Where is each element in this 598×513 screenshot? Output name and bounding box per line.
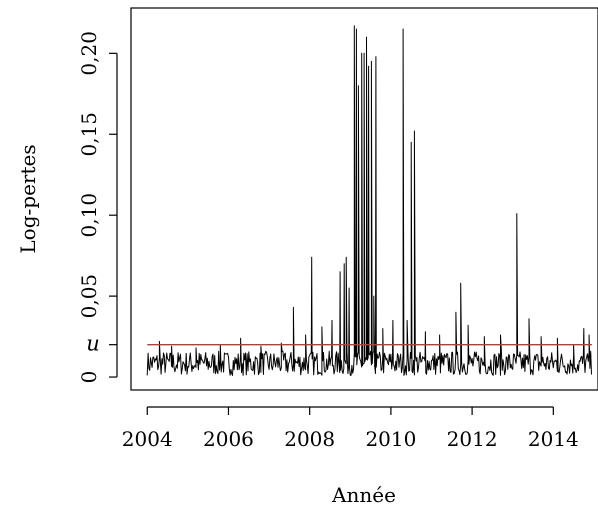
x-tick-label: 2010 xyxy=(365,427,416,451)
y-tick-label: 0,20 xyxy=(77,31,101,76)
x-tick-label: 2014 xyxy=(528,427,579,451)
x-tick-label: 2012 xyxy=(447,427,498,451)
y-tick-label: 0,05 xyxy=(77,274,101,319)
y-axis-title: Log-pertes xyxy=(16,144,40,253)
x-tick-label: 2008 xyxy=(284,427,335,451)
x-axis-title: Année xyxy=(331,483,396,507)
series-layer xyxy=(146,25,592,376)
y-tick-label: 0,15 xyxy=(77,112,101,157)
x-axis: 2004 2006 2008 2010 2012 2014 xyxy=(122,406,579,451)
series-line xyxy=(146,25,592,376)
plot-frame xyxy=(130,7,598,391)
y-tick-label: 0 xyxy=(77,371,101,384)
x-tick-label: 2006 xyxy=(203,427,254,451)
y-tick-label: 0,10 xyxy=(77,193,101,238)
y-axis: 0 0,05 0,10 0,15 0,20 xyxy=(77,31,118,384)
threshold-label: u xyxy=(86,332,100,356)
x-tick-label: 2004 xyxy=(122,427,173,451)
